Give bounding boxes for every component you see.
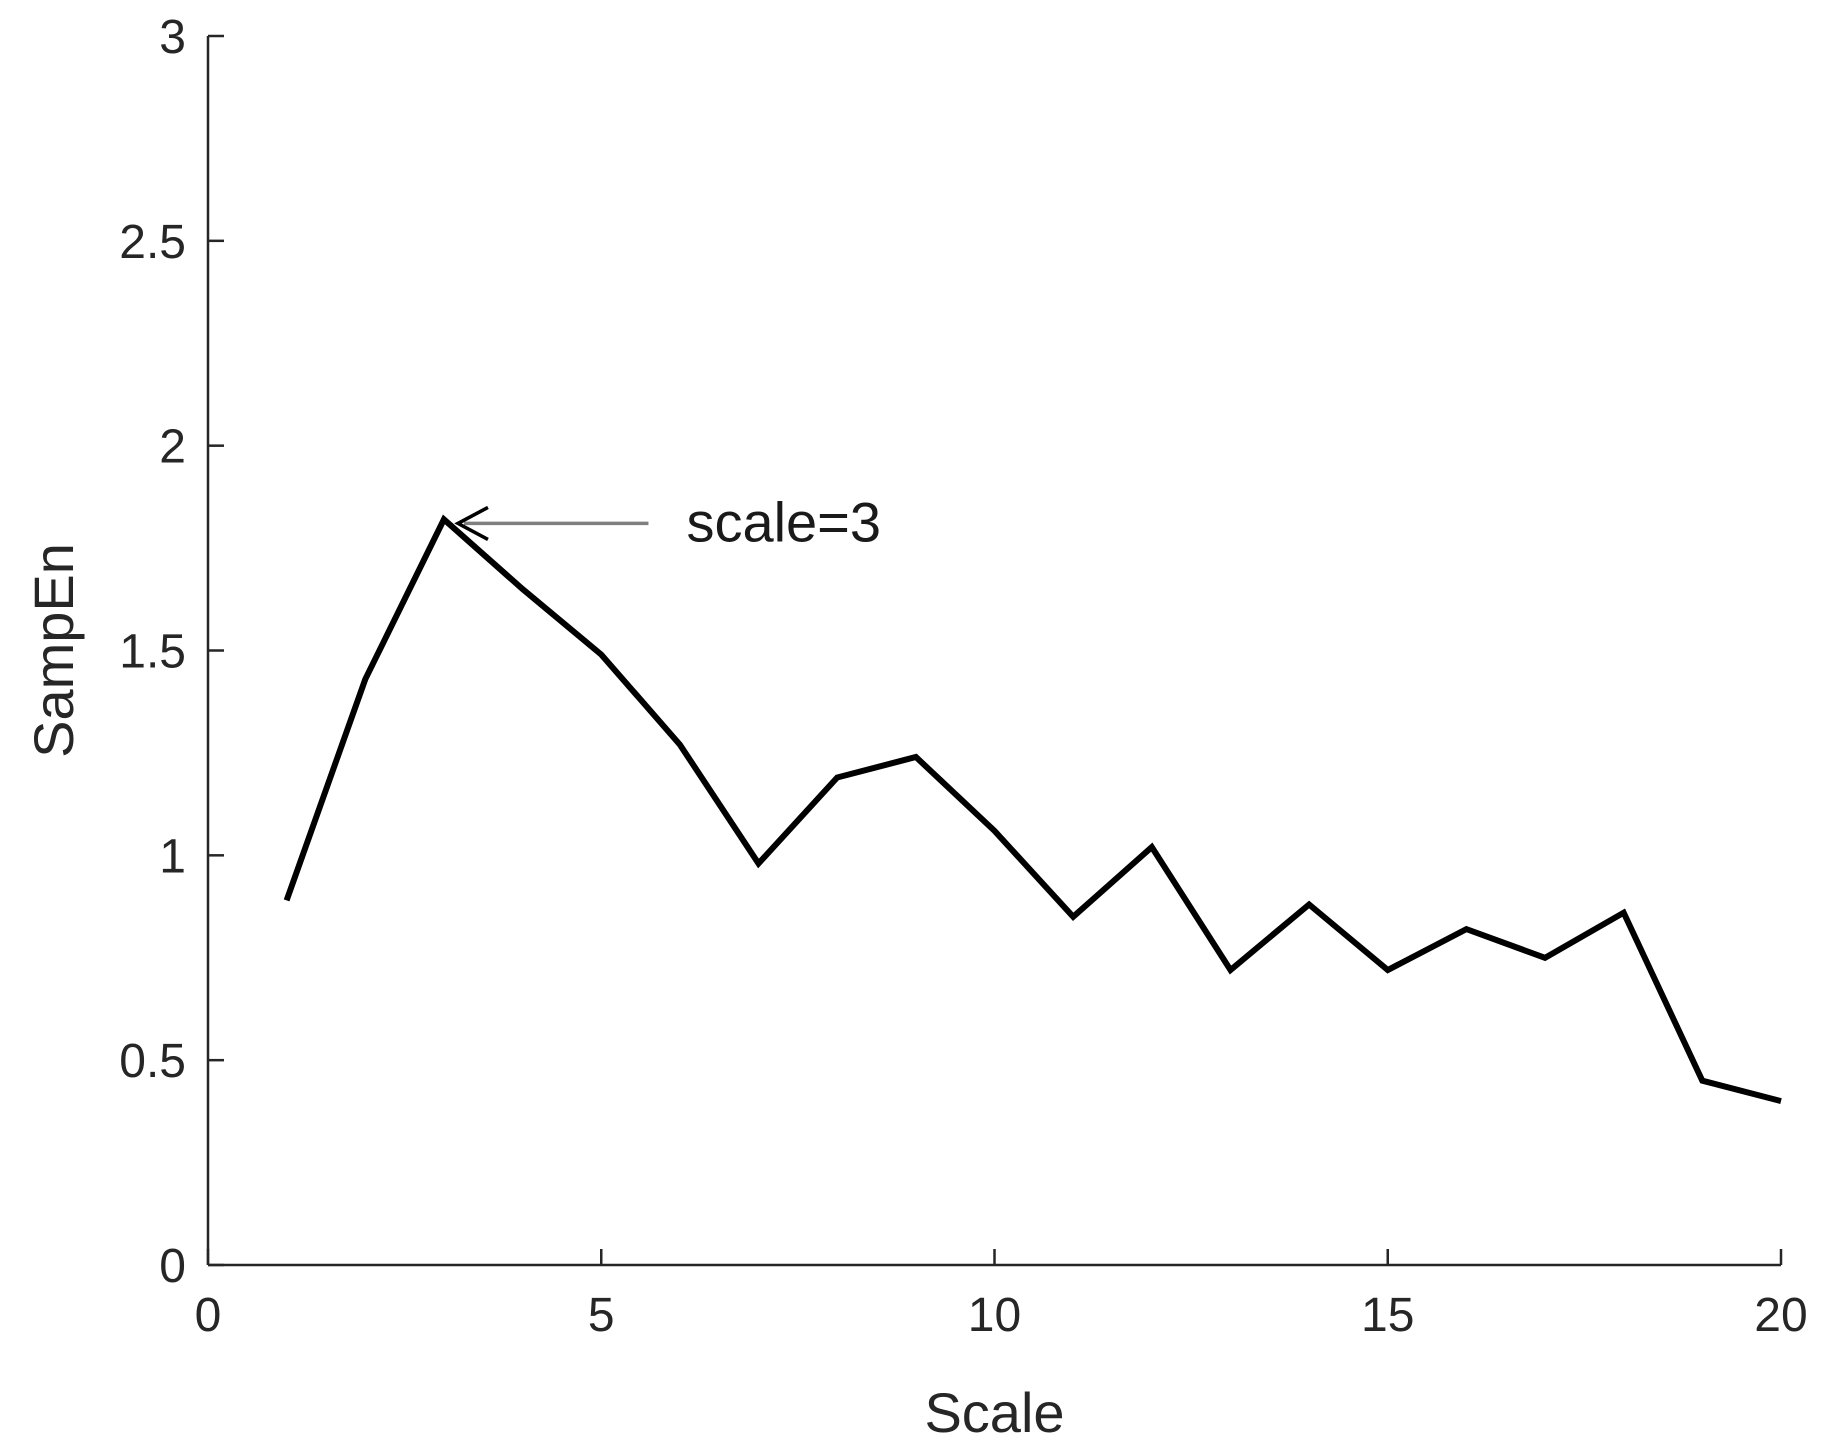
x-ticks: 0 5 10 15 20	[195, 1249, 1808, 1342]
y-tick-label: 3	[159, 11, 186, 64]
x-tick-label: 0	[195, 1289, 222, 1342]
series-line	[283, 514, 1782, 1105]
y-tick-label: 2	[159, 421, 186, 474]
series	[283, 514, 1782, 1105]
annotation: scale=3	[454, 490, 881, 553]
y-tick-label: 1.5	[119, 626, 186, 679]
axes	[206, 36, 1781, 1267]
annotation-label: scale=3	[686, 490, 881, 553]
annotations: scale=3	[454, 490, 881, 553]
y-axis-label: SampEn	[22, 543, 85, 758]
y-tick-label: 0	[159, 1240, 186, 1293]
x-tick-label: 20	[1754, 1289, 1807, 1342]
y-tick-label: 0.5	[119, 1035, 186, 1088]
annotation-arrow-head	[454, 505, 489, 541]
x-tick-label: 10	[968, 1289, 1021, 1342]
y-ticks: 0 0.5 1 1.5 2 2.5 3	[119, 11, 224, 1293]
y-tick-label: 2.5	[119, 216, 186, 269]
x-axis-label: Scale	[924, 1381, 1064, 1444]
x-tick-label: 15	[1361, 1289, 1414, 1342]
y-tick-label: 1	[159, 830, 186, 883]
x-tick-label: 5	[588, 1289, 615, 1342]
